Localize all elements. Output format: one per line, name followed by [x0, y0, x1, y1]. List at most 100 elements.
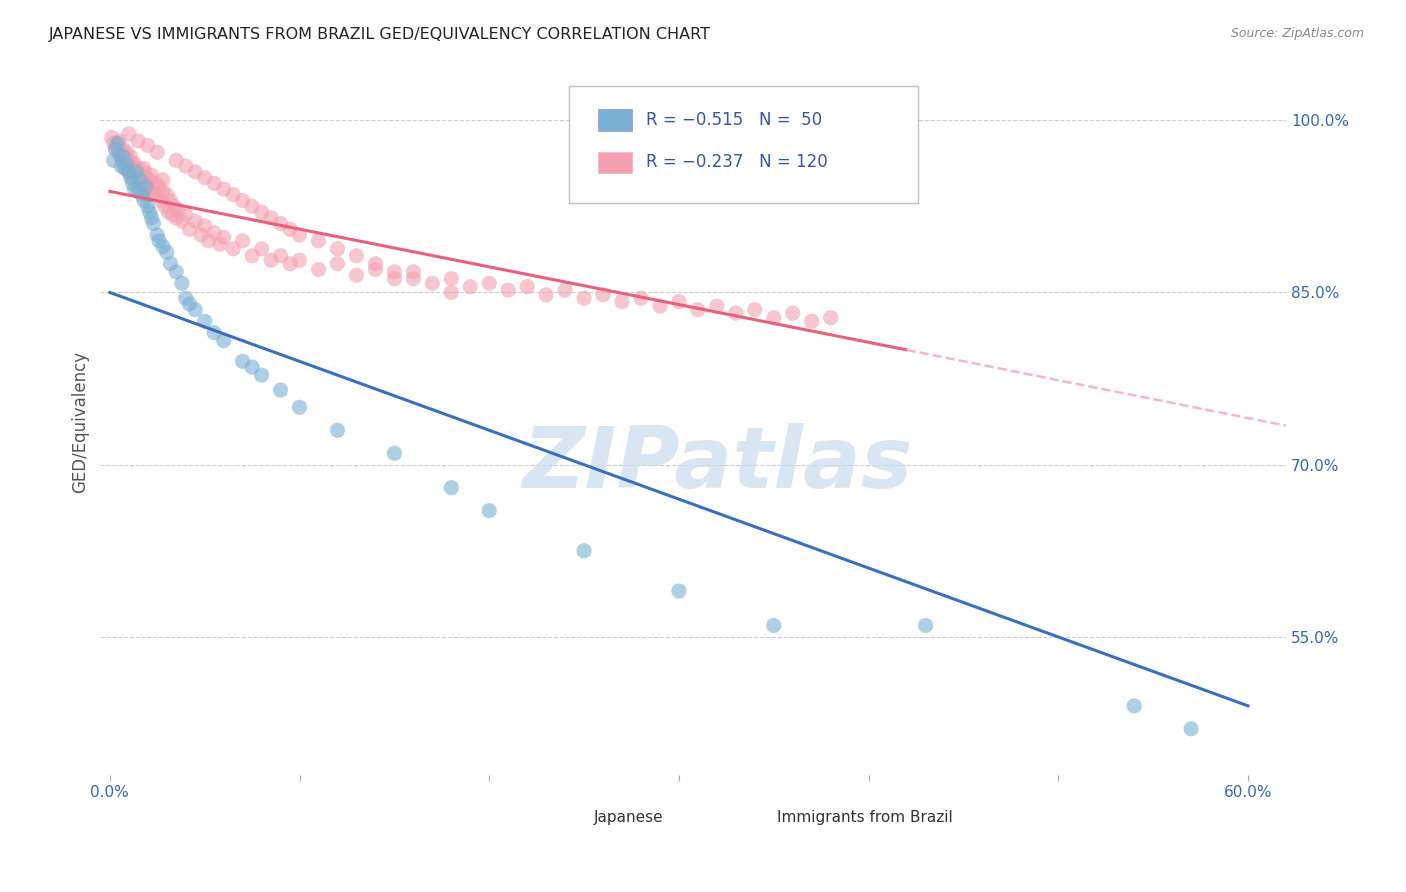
Point: [153, 199, 176, 213]
Point: [127, 177, 149, 191]
Point: [141, 179, 163, 194]
Point: [167, 202, 190, 217]
Point: [138, 173, 160, 187]
Point: [232, 354, 254, 368]
Point: [194, 219, 217, 233]
Bar: [599, 110, 631, 130]
Text: ZIPatlas: ZIPatlas: [522, 423, 912, 506]
Point: [121, 177, 143, 191]
Point: [914, 618, 936, 632]
Point: [222, 187, 245, 202]
Point: [762, 618, 785, 632]
Point: [174, 207, 197, 221]
Point: [129, 169, 152, 183]
Point: [118, 165, 141, 179]
Point: [136, 199, 159, 213]
Point: [131, 173, 153, 187]
Point: [382, 265, 405, 279]
Point: [554, 283, 576, 297]
Point: [104, 142, 127, 156]
Point: [152, 239, 174, 253]
Point: [146, 187, 169, 202]
Point: [141, 211, 163, 225]
Bar: [599, 152, 631, 173]
Point: [124, 157, 146, 171]
Point: [440, 271, 463, 285]
Point: [152, 173, 174, 187]
Point: [145, 177, 167, 191]
Point: [132, 182, 155, 196]
Point: [232, 194, 254, 208]
Point: [572, 544, 595, 558]
Point: [156, 187, 179, 202]
Point: [686, 302, 709, 317]
FancyBboxPatch shape: [568, 87, 918, 202]
Point: [184, 165, 207, 179]
Point: [240, 249, 263, 263]
Point: [174, 291, 197, 305]
Point: [197, 234, 219, 248]
Point: [440, 285, 463, 300]
Text: Immigrants from Brazil: Immigrants from Brazil: [778, 810, 953, 824]
Point: [146, 145, 169, 160]
Point: [762, 310, 785, 325]
Point: [121, 157, 143, 171]
Point: [142, 185, 165, 199]
Text: R = −0.515   N =  50: R = −0.515 N = 50: [645, 112, 823, 129]
Bar: [735, 808, 768, 828]
Point: [270, 383, 292, 397]
Point: [165, 211, 187, 225]
Point: [125, 165, 148, 179]
Point: [107, 138, 129, 153]
Point: [104, 142, 127, 156]
Text: JAPANESE VS IMMIGRANTS FROM BRAZIL GED/EQUIVALENCY CORRELATION CHART: JAPANESE VS IMMIGRANTS FROM BRAZIL GED/E…: [49, 27, 711, 42]
Point: [326, 257, 349, 271]
Point: [496, 283, 519, 297]
Point: [800, 314, 823, 328]
Point: [326, 242, 349, 256]
Point: [478, 503, 501, 517]
Point: [212, 230, 235, 244]
Point: [420, 277, 443, 291]
Point: [458, 279, 481, 293]
Point: [724, 306, 747, 320]
Point: [110, 150, 132, 164]
Point: [108, 134, 131, 148]
Point: [120, 170, 142, 185]
Point: [782, 306, 804, 320]
Point: [107, 136, 129, 150]
Point: [132, 194, 155, 208]
Point: [165, 265, 187, 279]
Point: [250, 368, 273, 383]
Point: [108, 147, 131, 161]
Point: [170, 214, 193, 228]
Text: Japanese: Japanese: [593, 810, 664, 824]
Point: [364, 257, 387, 271]
Point: [138, 205, 160, 219]
Point: [136, 138, 159, 153]
Point: [1180, 722, 1202, 736]
Point: [278, 257, 301, 271]
Point: [141, 169, 163, 183]
Point: [212, 334, 235, 348]
Point: [382, 271, 405, 285]
Point: [648, 299, 671, 313]
Point: [184, 302, 207, 317]
Point: [346, 268, 368, 283]
Point: [108, 145, 131, 160]
Point: [112, 153, 135, 168]
Point: [125, 165, 148, 179]
Point: [610, 294, 633, 309]
Point: [402, 265, 425, 279]
Point: [120, 150, 142, 164]
Point: [114, 150, 136, 164]
Point: [250, 205, 273, 219]
Point: [592, 287, 614, 301]
Point: [232, 234, 254, 248]
Point: [100, 130, 122, 145]
Point: [162, 207, 184, 221]
Point: [103, 153, 125, 168]
Point: [121, 159, 143, 173]
Point: [212, 182, 235, 196]
Point: [516, 279, 538, 293]
